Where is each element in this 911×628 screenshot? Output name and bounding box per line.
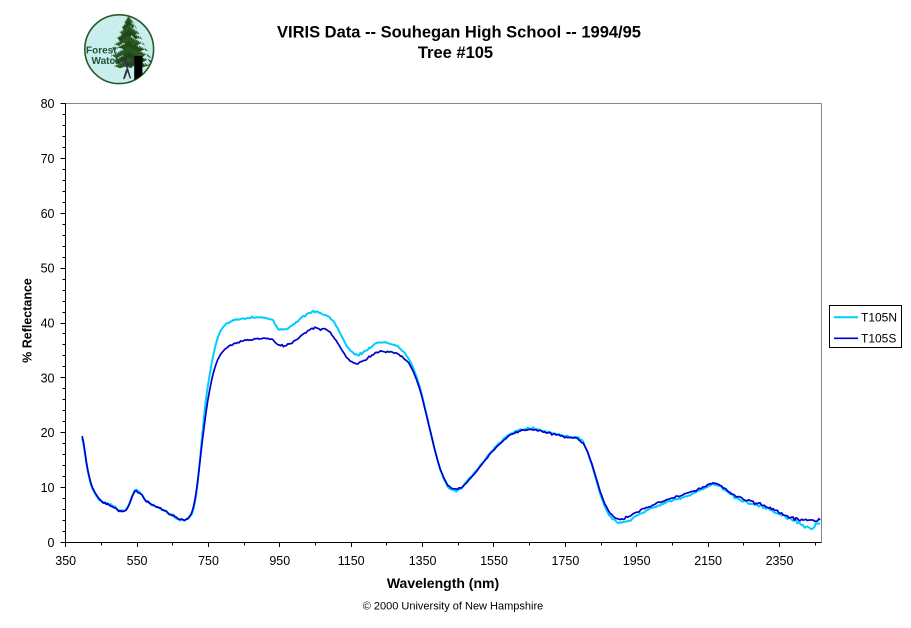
svg-text:950: 950 bbox=[269, 554, 290, 568]
svg-text:T105N: T105N bbox=[861, 311, 897, 325]
svg-text:10: 10 bbox=[41, 481, 55, 495]
svg-text:VIRIS Data -- Souhegan High Sc: VIRIS Data -- Souhegan High School -- 19… bbox=[277, 24, 641, 42]
svg-text:© 2000 University of New Hamps: © 2000 University of New Hampshire bbox=[363, 601, 544, 613]
svg-text:1550: 1550 bbox=[480, 554, 508, 568]
svg-text:1750: 1750 bbox=[551, 554, 579, 568]
svg-text:Tree #105: Tree #105 bbox=[418, 44, 493, 62]
svg-text:1150: 1150 bbox=[338, 554, 365, 568]
svg-text:70: 70 bbox=[41, 152, 55, 166]
svg-text:2150: 2150 bbox=[694, 554, 722, 568]
svg-text:% Reflectance: % Reflectance bbox=[20, 278, 34, 363]
svg-text:550: 550 bbox=[127, 554, 148, 568]
svg-text:50: 50 bbox=[41, 262, 55, 276]
svg-text:0: 0 bbox=[48, 536, 55, 550]
svg-text:Wavelength (nm): Wavelength (nm) bbox=[387, 575, 499, 591]
svg-text:Forest: Forest bbox=[86, 46, 117, 57]
svg-text:2350: 2350 bbox=[766, 554, 794, 568]
svg-text:80: 80 bbox=[41, 97, 55, 111]
svg-text:T105S: T105S bbox=[861, 332, 896, 346]
svg-text:1350: 1350 bbox=[409, 554, 437, 568]
svg-text:20: 20 bbox=[41, 426, 55, 440]
svg-text:60: 60 bbox=[41, 207, 55, 221]
svg-text:1950: 1950 bbox=[623, 554, 651, 568]
svg-text:40: 40 bbox=[41, 317, 55, 331]
svg-text:Watch: Watch bbox=[92, 56, 122, 67]
svg-text:350: 350 bbox=[55, 554, 76, 568]
svg-text:750: 750 bbox=[198, 554, 219, 568]
svg-text:30: 30 bbox=[41, 371, 55, 385]
